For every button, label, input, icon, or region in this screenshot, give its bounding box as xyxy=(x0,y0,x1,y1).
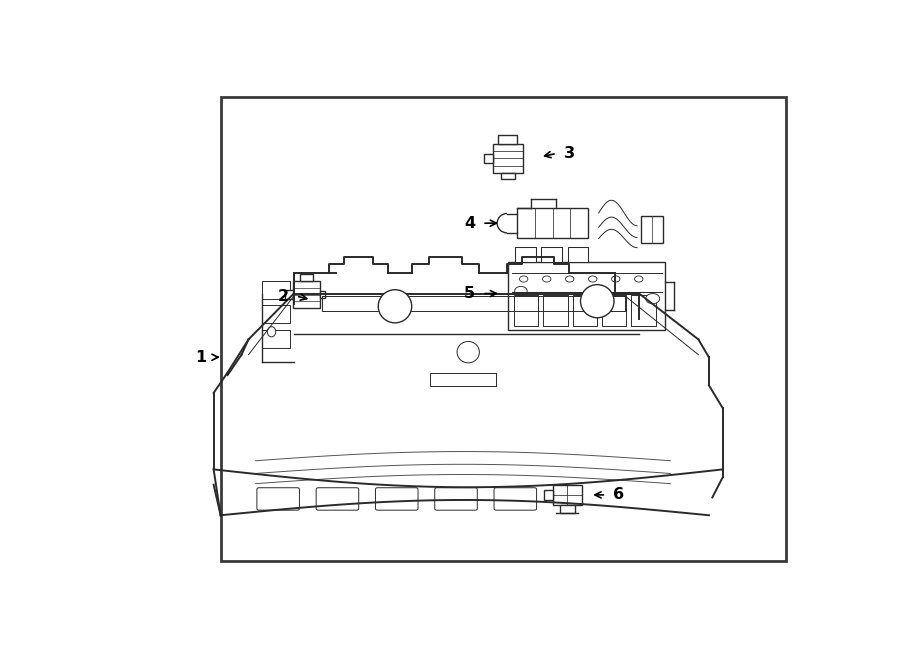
Bar xyxy=(514,295,538,326)
Bar xyxy=(499,135,517,144)
Circle shape xyxy=(612,276,620,282)
Bar xyxy=(500,173,516,179)
FancyBboxPatch shape xyxy=(256,488,300,510)
Circle shape xyxy=(645,293,660,304)
FancyBboxPatch shape xyxy=(375,488,418,510)
Circle shape xyxy=(543,276,551,282)
Bar xyxy=(560,505,574,512)
Bar xyxy=(300,273,313,281)
Bar xyxy=(602,295,626,326)
Bar xyxy=(544,295,568,326)
Bar xyxy=(572,295,597,326)
Bar xyxy=(320,291,325,298)
Bar xyxy=(430,373,496,387)
Bar xyxy=(484,154,493,164)
Bar xyxy=(284,290,293,299)
Ellipse shape xyxy=(267,326,275,337)
FancyBboxPatch shape xyxy=(316,488,359,510)
Bar xyxy=(631,295,655,326)
Text: 4: 4 xyxy=(464,216,475,230)
Bar xyxy=(263,305,291,323)
Bar xyxy=(553,485,582,505)
Circle shape xyxy=(519,276,528,282)
Text: 5: 5 xyxy=(464,286,475,301)
Bar xyxy=(542,248,562,261)
Text: 1: 1 xyxy=(195,350,207,365)
Bar xyxy=(220,97,786,561)
Circle shape xyxy=(589,276,597,282)
FancyBboxPatch shape xyxy=(494,488,536,510)
Bar xyxy=(544,490,553,500)
Text: 2: 2 xyxy=(278,289,289,304)
Ellipse shape xyxy=(580,285,614,318)
Circle shape xyxy=(515,287,527,295)
Ellipse shape xyxy=(378,290,411,323)
Text: 6: 6 xyxy=(613,487,625,502)
Circle shape xyxy=(634,276,643,282)
Bar xyxy=(516,248,536,261)
Ellipse shape xyxy=(457,342,480,363)
Bar xyxy=(518,209,589,238)
FancyBboxPatch shape xyxy=(435,488,477,510)
Circle shape xyxy=(565,276,574,282)
Bar xyxy=(508,261,665,330)
Bar xyxy=(568,248,589,261)
Bar xyxy=(293,281,320,308)
Bar xyxy=(493,144,523,173)
Bar xyxy=(263,330,291,348)
Bar xyxy=(641,216,662,242)
Bar xyxy=(263,281,291,299)
Text: 3: 3 xyxy=(563,146,575,161)
